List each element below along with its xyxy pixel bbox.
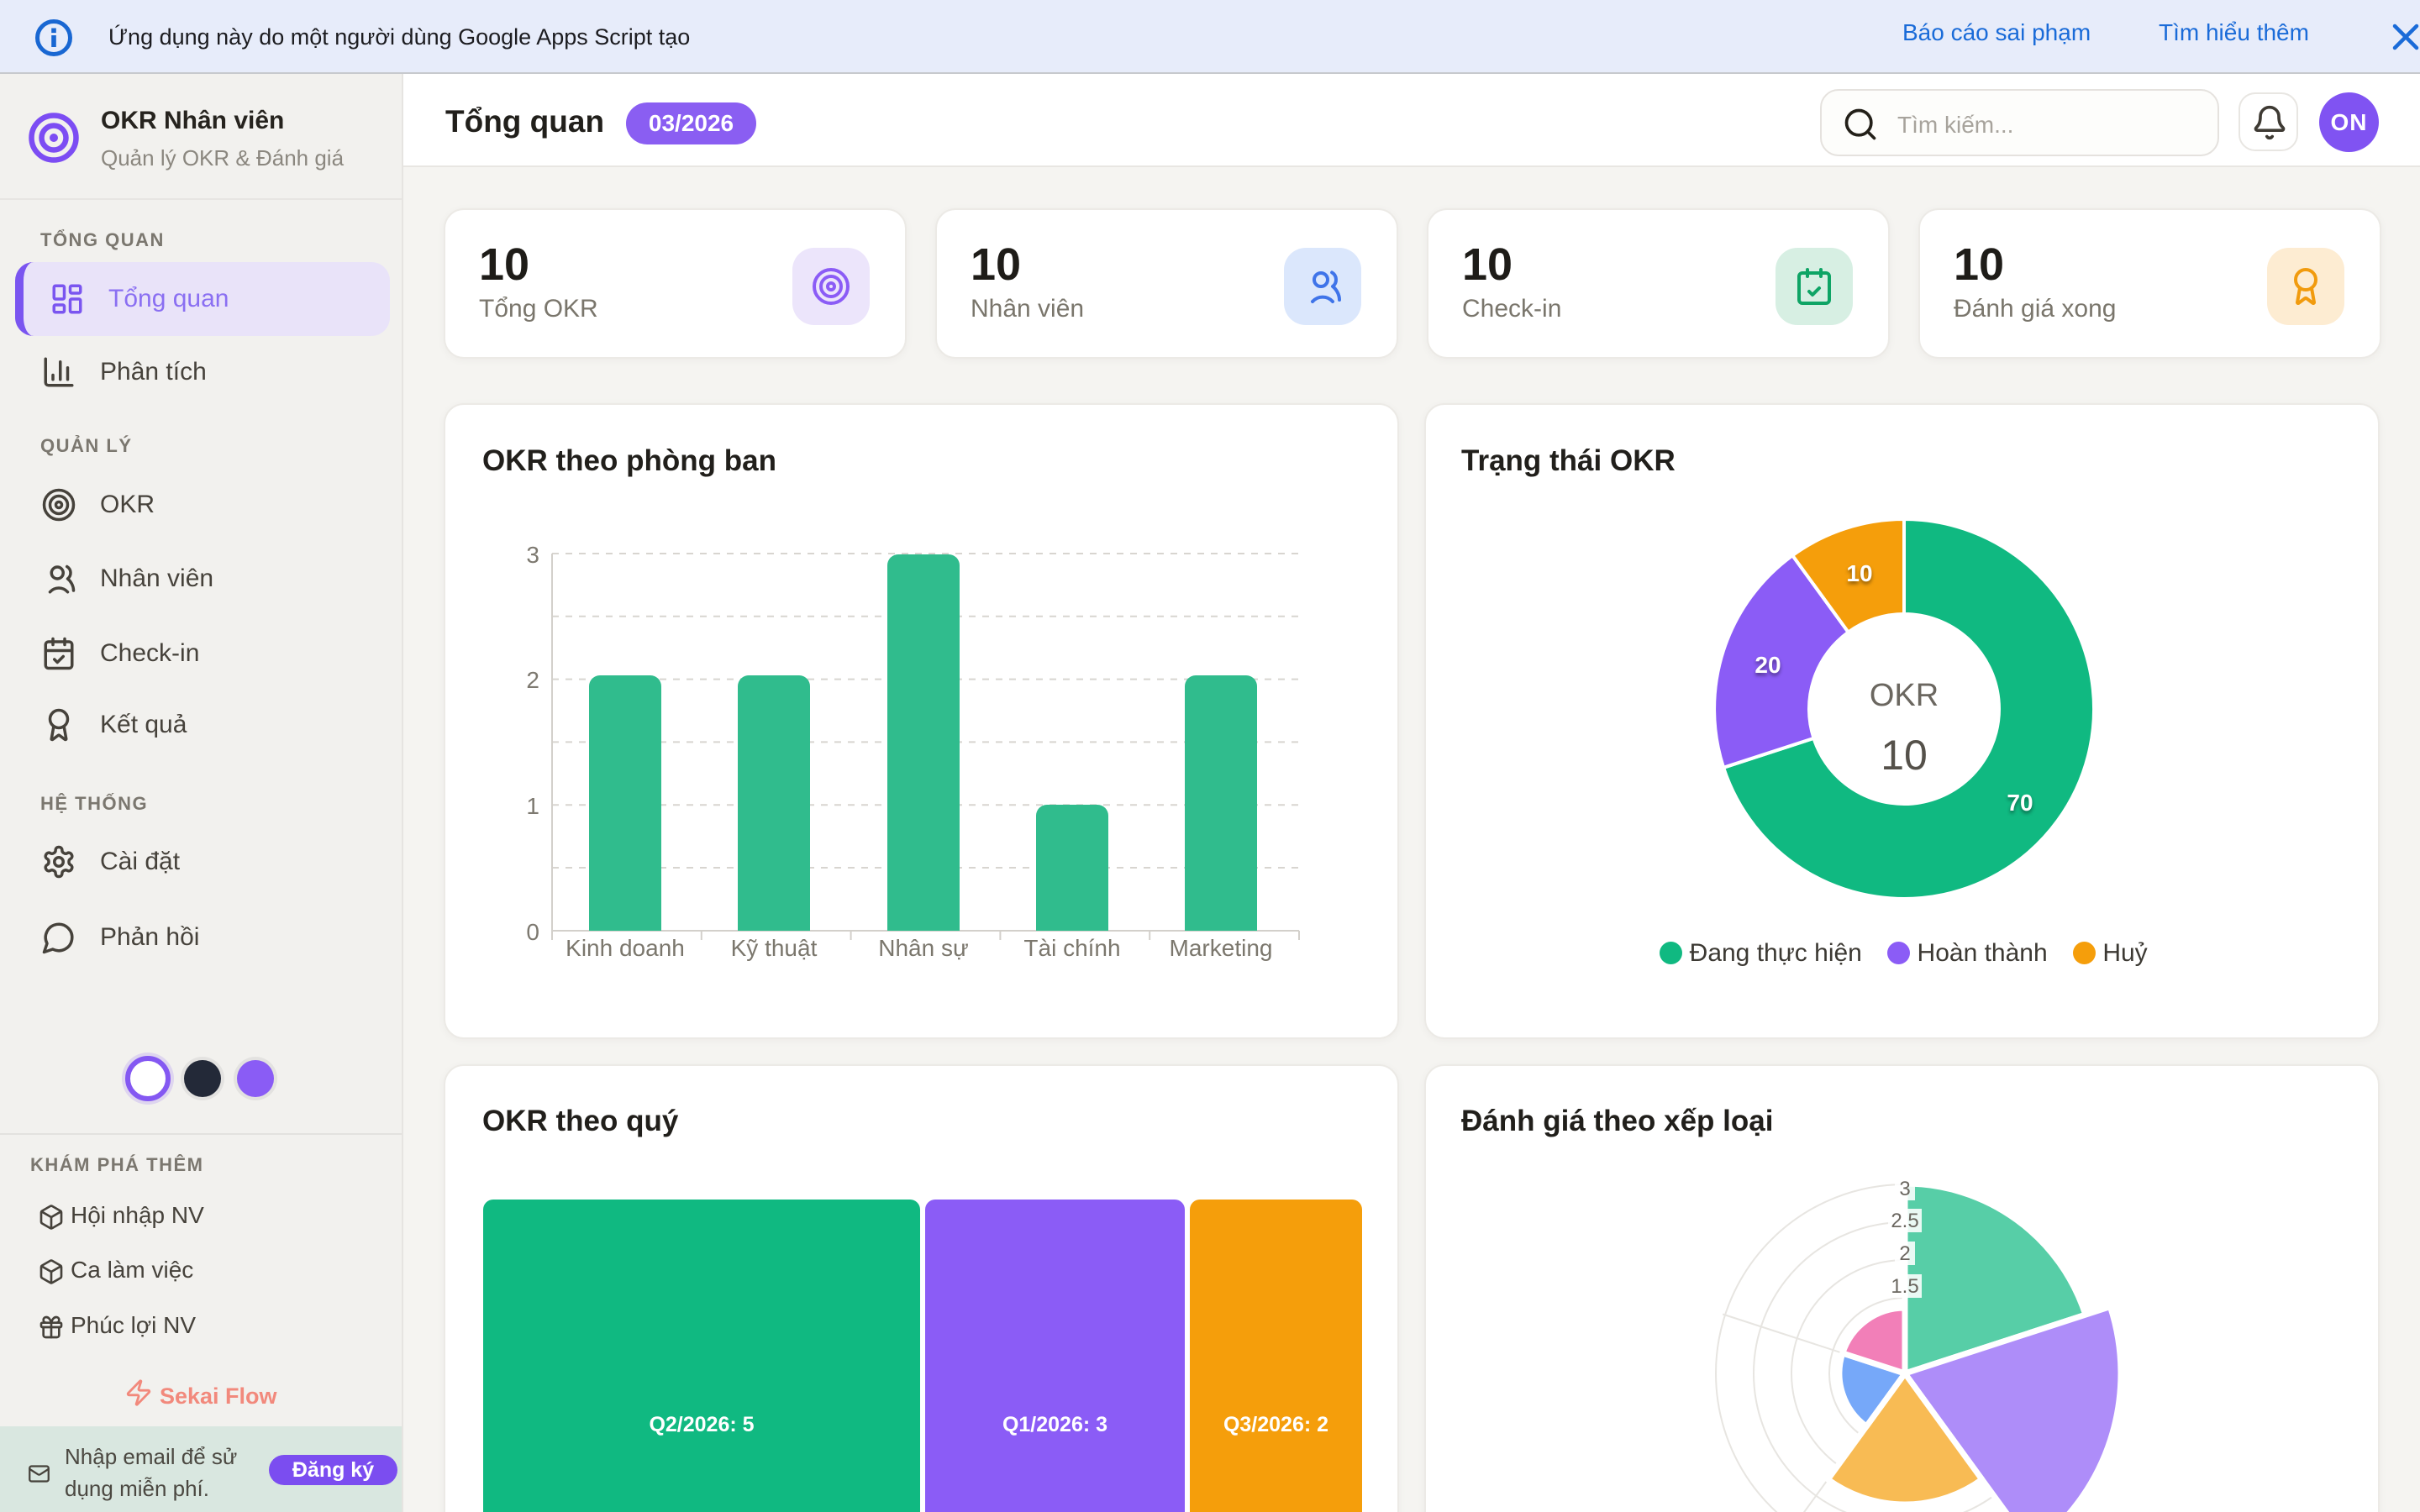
svg-text:3: 3 — [1899, 1178, 1910, 1200]
svg-text:2: 2 — [1899, 1242, 1910, 1265]
svg-text:OKR: OKR — [1870, 678, 1939, 713]
svg-text:0: 0 — [526, 919, 539, 945]
svg-text:Marketing: Marketing — [1170, 935, 1273, 961]
svg-text:10: 10 — [1846, 560, 1872, 586]
svg-text:3: 3 — [526, 542, 539, 568]
svg-text:Kỹ thuật: Kỹ thuật — [731, 935, 818, 961]
svg-text:2.5: 2.5 — [1891, 1210, 1918, 1232]
svg-text:Tài chính: Tài chính — [1023, 935, 1120, 961]
svg-text:10: 10 — [1881, 732, 1928, 779]
svg-text:20: 20 — [1754, 652, 1781, 678]
svg-text:70: 70 — [2007, 790, 2033, 816]
svg-text:Kinh doanh: Kinh doanh — [566, 935, 685, 961]
svg-text:1: 1 — [526, 793, 539, 819]
svg-text:2: 2 — [526, 667, 539, 693]
svg-text:1.5: 1.5 — [1891, 1275, 1918, 1298]
svg-text:Nhân sự: Nhân sự — [878, 935, 968, 961]
